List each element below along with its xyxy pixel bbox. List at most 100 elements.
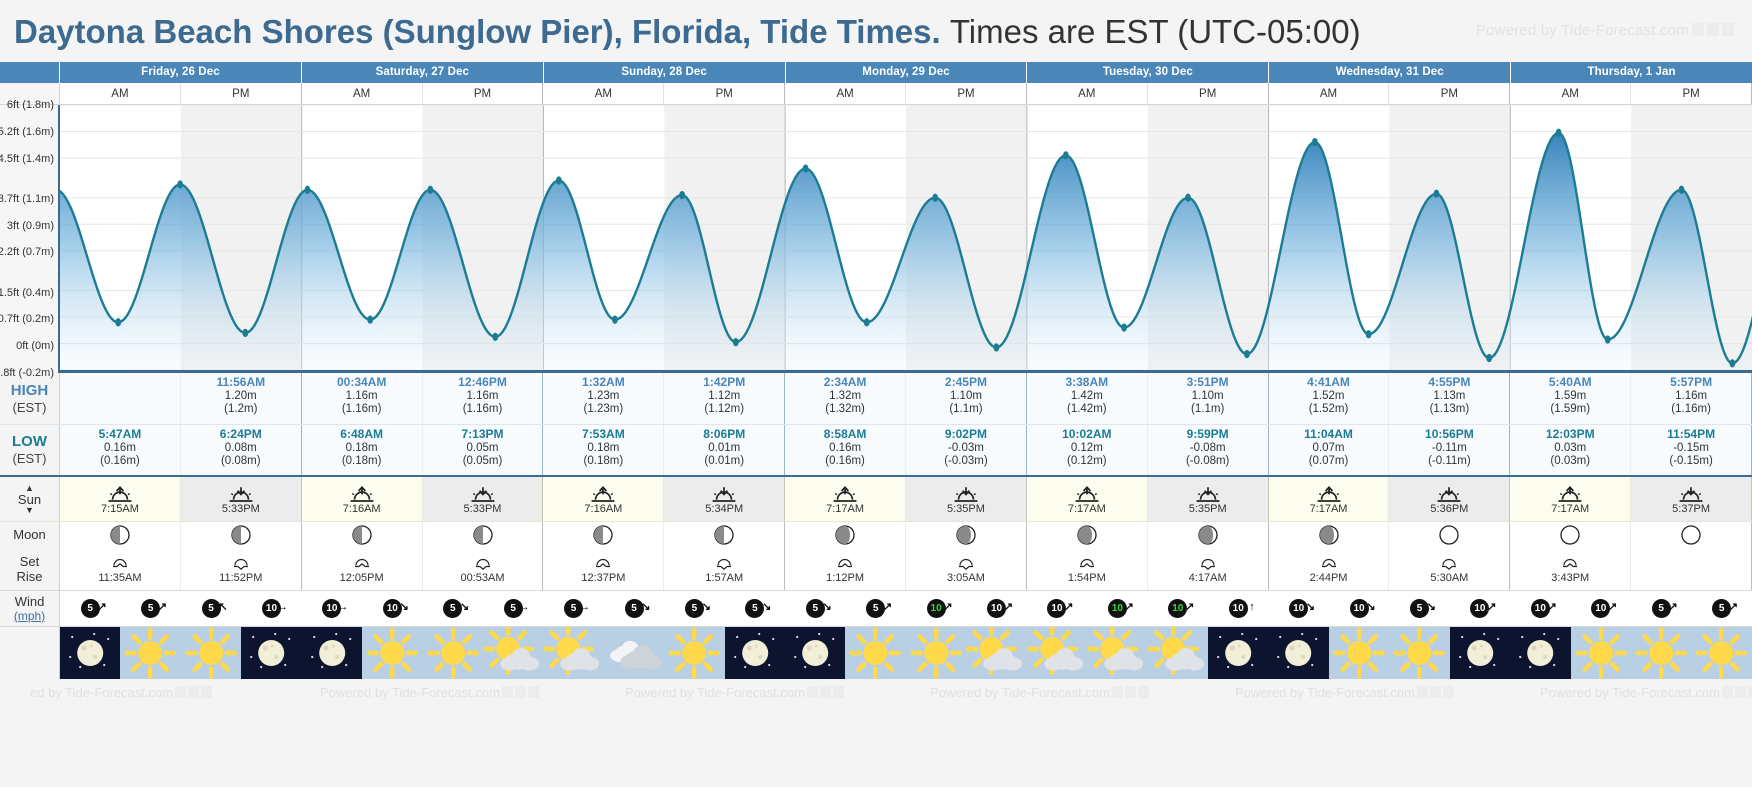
moon-phase-cell-13	[1631, 522, 1752, 548]
high-tide-cell-time-1: 11:56AM	[216, 375, 266, 389]
sun-row: ▲ Sun ▼ 7:15AM 5:33PM 7:16AM 5:33PM 7:16AM 5:…	[0, 477, 1752, 522]
wind-direction-arrow-16: ↗	[1064, 601, 1074, 613]
low-tide-cell-height-alt-13: (-0.15m)	[1669, 455, 1713, 467]
header-watermark: Powered by Tide-Forecast.com	[1476, 22, 1734, 39]
low-tide-cell-8: 10:02AM 0.12m (0.12m)	[1027, 425, 1148, 475]
y-axis-tick-6: 1.5ft (0.4m)	[0, 286, 54, 299]
tide-extremum-point	[732, 338, 739, 347]
footer-watermark-0: ed by Tide-Forecast.com	[30, 685, 213, 700]
moon-setrise-label: Set Rise	[0, 548, 60, 590]
wind-direction-arrow-4: →	[337, 601, 349, 613]
sun-cell-0: 7:15AM	[60, 477, 181, 521]
y-axis-tick-1: 5.2ft (1.6m)	[0, 125, 54, 138]
low-tide-cell-time-12: 12:03PM	[1545, 427, 1595, 441]
high-tide-cell-height-3: 1.16m	[466, 389, 499, 402]
moon-setrise-cell-5: 1:57AM	[664, 548, 786, 590]
weather-sunny-icon	[1333, 627, 1385, 679]
wind-speed-badge-2: 5 ↖	[201, 599, 228, 618]
weather-cell-11	[724, 627, 786, 679]
moon-set-icon	[354, 558, 369, 567]
wind-speed-badge-16: 10 ↗	[1047, 599, 1073, 618]
wind-direction-arrow-6: ↘	[460, 601, 470, 613]
weather-cell-20	[1268, 627, 1329, 679]
wind-unit-link[interactable]: (mph)	[13, 608, 46, 623]
wind-direction-arrow-3: →	[276, 601, 288, 613]
tide-extremum-point	[932, 193, 939, 202]
ampm-header-1: PM	[181, 83, 302, 104]
moon-full-moon-icon	[1681, 525, 1701, 545]
high-tide-cell-time-3: 12:46PM	[458, 375, 507, 389]
moon-waxing-gibbous-icon	[1077, 525, 1097, 545]
wind-cell-14: 10 ↗	[906, 591, 966, 626]
day-header-1[interactable]: Saturday, 27 Dec	[302, 62, 544, 83]
moon-rise-time-7: 3:05AM	[946, 571, 985, 584]
sunrise-icon	[1558, 486, 1582, 502]
wind-cells: 5 ↗ 5 ↗ 5 ↖ 10 → 10 → 10 ↘ 5 ↘ 5 → 5 → 5 ↘ 5 ↘ 5 ↘ 5 ↘ 5 ↗ 10 ↗ 10 ↗ 10 ↗…	[60, 591, 1752, 626]
moon-set-time-12: 3:43PM	[1551, 571, 1590, 584]
tide-curve-svg	[60, 105, 1752, 370]
y-axis-tick-8: 0ft (0m)	[16, 340, 54, 353]
day-header-5[interactable]: Wednesday, 31 Dec	[1269, 62, 1512, 83]
sunrise-icon	[350, 486, 374, 502]
footer-watermark-text-2: Powered by Tide-Forecast.com	[625, 685, 805, 700]
moon-setrise-cell-13	[1631, 548, 1752, 590]
weather-clear-night-icon	[69, 632, 110, 669]
wind-direction-arrow-8: →	[579, 601, 591, 613]
moon-rise-icon	[1442, 558, 1457, 570]
low-tide-cell-time-11: 10:56PM	[1425, 427, 1474, 441]
low-tide-cell-height-alt-2: (0.18m)	[341, 455, 382, 467]
y-axis-tick-4: 3ft (0.9m)	[6, 219, 54, 232]
wind-row: Wind (mph) 5 ↗ 5 ↗ 5 ↖ 10 → 10 → 10 ↘ 5 ↘ 5 → 5 → 5 ↘ 5 ↘ 5 ↘ 5 ↘…	[0, 591, 1752, 627]
tide-extremum-point	[492, 332, 499, 342]
y-axis-tick-3: 3.7ft (1.1m)	[0, 192, 54, 205]
sun-time-2: 7:16AM	[342, 503, 381, 515]
sun-cell-3: 5:33PM	[422, 477, 544, 521]
wind-speed-badge-18: 10 ↗	[1168, 599, 1194, 618]
ampm-header-9: PM	[1148, 83, 1269, 104]
weather-sunny-icon	[1695, 627, 1748, 679]
wind-cell-2: 5 ↖	[181, 591, 241, 626]
day-header-0[interactable]: Friday, 26 Dec	[60, 62, 302, 83]
wind-direction-arrow-1: ↗	[157, 601, 168, 613]
weather-cell-24	[1510, 627, 1571, 679]
wind-cell-11: 5 ↘	[725, 591, 785, 626]
wind-direction-arrow-20: ↘	[1305, 601, 1316, 613]
weather-sunny-icon	[849, 627, 902, 679]
wind-cell-25: 10 ↗	[1571, 591, 1631, 626]
footer-watermark-text-3: Powered by Tide-Forecast.com	[930, 685, 1110, 700]
tide-extremum-point	[679, 190, 686, 200]
moon-setrise-cell-11: 5:30AM	[1389, 548, 1511, 590]
moon-phase-cell-4	[543, 522, 665, 548]
tide-extremum-point	[612, 315, 618, 324]
high-tide-label-main: HIGH	[10, 381, 49, 399]
low-tide-cell-height-12: 0.03m	[1554, 441, 1587, 454]
sun-time-13: 5:37PM	[1672, 503, 1711, 515]
high-tide-cell-3: 12:46PM 1.16m (1.16m)	[423, 373, 544, 424]
low-tide-cell-5: 8:06PM 0.01m (0.01m)	[664, 425, 786, 475]
low-tide-cell-height-4: 0.18m	[587, 441, 620, 454]
low-tide-label: LOW (EST)	[0, 425, 60, 475]
day-header-4[interactable]: Tuesday, 30 Dec	[1027, 62, 1270, 83]
ampm-header-row: AM PM AM PM AM PM AM PM AM PM AM PM AM PM	[0, 83, 1752, 105]
moon-set-time-8: 1:54PM	[1067, 571, 1106, 584]
low-tide-cell-time-9: 9:59PM	[1186, 427, 1229, 441]
footer-watermark-4: Powered by Tide-Forecast.com	[1235, 685, 1454, 700]
moon-waxing-gibbous-icon	[1318, 525, 1339, 545]
tide-extremum-point	[1121, 323, 1127, 332]
weather-partly-cloudy-icon	[1026, 627, 1083, 675]
high-tide-cell-height-12: 1.59m	[1554, 389, 1587, 402]
weather-cell-26	[1630, 627, 1692, 679]
low-tide-cell-height-13: -0.15m	[1673, 441, 1709, 454]
high-tide-cell-height-6: 1.32m	[829, 389, 862, 402]
ampm-header-7: PM	[906, 83, 1027, 104]
moon-rise-icon	[958, 558, 973, 570]
tide-extremum-point	[1729, 359, 1736, 368]
day-header-6[interactable]: Thursday, 1 Jan	[1587, 66, 1676, 78]
day-header-2[interactable]: Sunday, 28 Dec	[544, 62, 786, 83]
weather-cell-10	[664, 627, 725, 679]
weather-sunny-icon	[1575, 627, 1627, 679]
high-tide-cell-height-alt-12: (1.59m)	[1550, 403, 1591, 415]
tide-area-fill	[60, 132, 1752, 370]
day-header-3[interactable]: Monday, 29 Dec	[786, 62, 1028, 83]
footer-watermark-text-1: Powered by Tide-Forecast.com	[320, 685, 500, 700]
